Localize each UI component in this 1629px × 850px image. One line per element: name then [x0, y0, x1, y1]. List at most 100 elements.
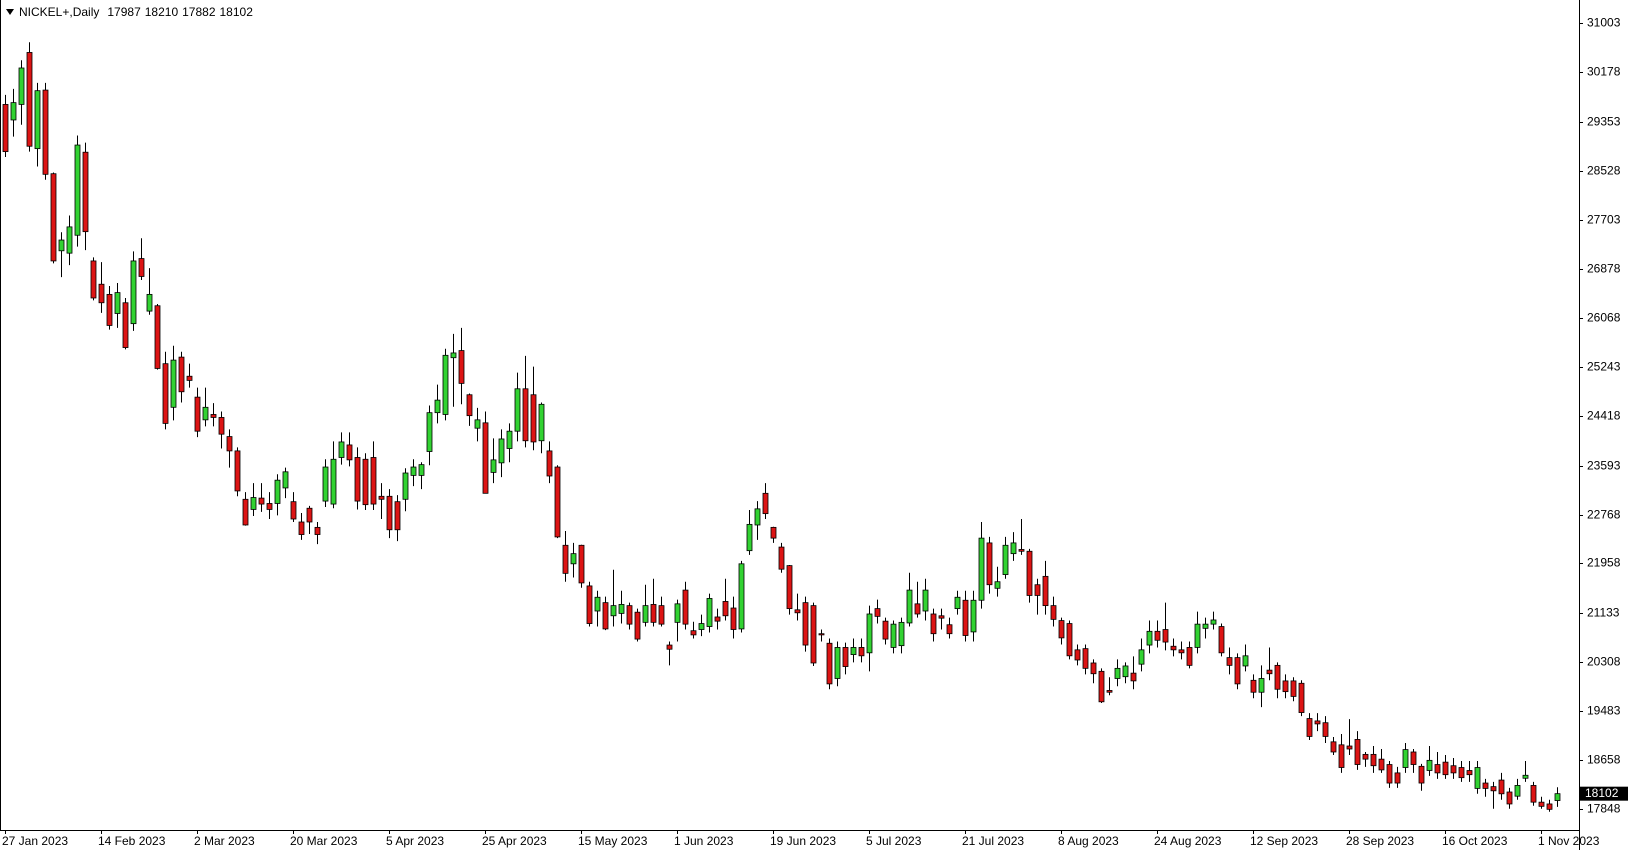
- candle-body: [378, 495, 385, 500]
- candle-body: [1194, 623, 1201, 648]
- x-tick-label: 5 Jul 2023: [866, 834, 922, 848]
- candle-body: [1322, 722, 1329, 737]
- candle-body: [1082, 648, 1089, 669]
- candle-body: [962, 599, 969, 636]
- candle-body: [786, 565, 793, 610]
- candle-body: [394, 501, 401, 531]
- y-tick-label: 31003: [1587, 16, 1621, 30]
- y-tick-label: 20308: [1587, 655, 1621, 669]
- candle-body: [330, 458, 337, 505]
- candle-body: [426, 412, 433, 452]
- candle-body: [650, 604, 657, 623]
- candle-body: [1546, 803, 1553, 810]
- candle-body: [1026, 550, 1033, 596]
- header-triangle: [6, 9, 14, 15]
- candle-body: [1538, 801, 1545, 807]
- candle-body: [1298, 682, 1305, 713]
- candle-body: [1482, 782, 1489, 789]
- candle-body: [74, 144, 81, 236]
- candle-body: [154, 305, 161, 369]
- candle-body: [18, 67, 25, 105]
- candle-body: [314, 526, 321, 535]
- x-tick-label: 21 Jul 2023: [962, 834, 1024, 848]
- candle-body: [354, 457, 361, 502]
- candle-body: [1010, 542, 1017, 555]
- candle-body: [866, 613, 873, 654]
- header-high: 18210: [145, 5, 179, 19]
- candle-body: [1058, 620, 1065, 639]
- candle-body: [546, 450, 553, 477]
- candle-body: [618, 604, 625, 614]
- candle-body: [1330, 741, 1337, 753]
- candle-body: [674, 603, 681, 623]
- candle-body: [570, 553, 577, 565]
- candle-body: [562, 544, 569, 574]
- x-tick-label: 20 Mar 2023: [290, 834, 358, 848]
- candle-body: [306, 507, 313, 523]
- candle-body: [1506, 791, 1513, 805]
- candle-body: [794, 609, 801, 614]
- candle-body: [1338, 744, 1345, 768]
- candle-body: [450, 352, 457, 359]
- candle-body: [370, 457, 377, 505]
- candle-body: [1170, 645, 1177, 651]
- candle-body: [906, 589, 913, 624]
- candle-body: [722, 601, 729, 617]
- candle-body: [1034, 584, 1041, 596]
- candle-body: [690, 630, 697, 636]
- x-tick-label: 5 Apr 2023: [386, 834, 444, 848]
- candle-body: [1098, 670, 1105, 703]
- candle-body: [1530, 785, 1537, 803]
- candle-body: [1050, 605, 1057, 620]
- candle-body: [1498, 779, 1505, 795]
- x-tick-label: 16 Oct 2023: [1442, 834, 1508, 848]
- y-tick-label: 24418: [1587, 409, 1621, 423]
- candle-body: [106, 293, 113, 326]
- candle-body: [1282, 680, 1289, 693]
- candle-body: [770, 526, 777, 539]
- candle-body: [218, 417, 225, 435]
- candle-body: [322, 466, 329, 502]
- candle-body: [386, 495, 393, 531]
- candle-body: [914, 603, 921, 615]
- candle-body: [1042, 575, 1049, 607]
- candle-body: [930, 613, 937, 635]
- candle-body: [578, 544, 585, 584]
- y-tick-label: 22768: [1587, 508, 1621, 522]
- candle-body: [202, 406, 209, 421]
- candle-body: [1394, 772, 1401, 784]
- candle-body: [1130, 672, 1137, 682]
- candle-body: [34, 90, 41, 150]
- candle-body: [882, 620, 889, 640]
- candle-body: [986, 542, 993, 586]
- y-tick-label: 21958: [1587, 556, 1621, 570]
- candle-body: [242, 498, 249, 526]
- candle-body: [826, 642, 833, 685]
- candle-body: [130, 260, 137, 325]
- candle-body: [874, 608, 881, 617]
- candle-body: [802, 602, 809, 646]
- candle-body: [1218, 626, 1225, 654]
- candle-body: [1106, 690, 1113, 693]
- candle-body: [746, 523, 753, 552]
- candle-body: [1466, 770, 1473, 776]
- candle-body: [178, 356, 185, 393]
- candle-body: [938, 615, 945, 619]
- candle-body: [1138, 649, 1145, 665]
- candle-body: [946, 624, 953, 635]
- candle-body: [1458, 767, 1465, 779]
- candle-body: [66, 226, 73, 254]
- candle-body: [114, 292, 121, 314]
- x-tick-label: 1 Nov 2023: [1538, 834, 1600, 848]
- candle-body: [1514, 785, 1521, 797]
- candle-body: [818, 633, 825, 636]
- candle-body: [1450, 765, 1457, 774]
- candle-body: [1442, 761, 1449, 776]
- candle-body: [482, 422, 489, 494]
- candle-body: [146, 293, 153, 312]
- candle-body: [1426, 759, 1433, 771]
- candle-body: [362, 458, 369, 506]
- last-price-box: [1580, 786, 1628, 801]
- x-tick-label: 8 Aug 2023: [1058, 834, 1119, 848]
- candle-body: [954, 596, 961, 610]
